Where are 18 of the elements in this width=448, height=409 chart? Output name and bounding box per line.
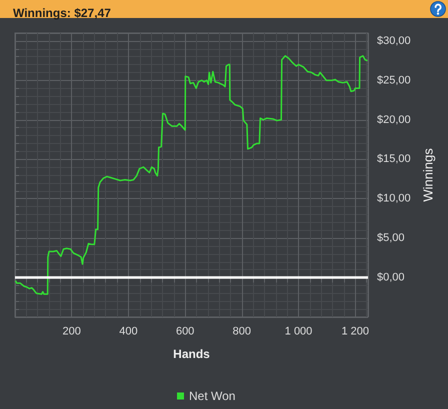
y-tick-label: $15,00 [377,153,411,166]
y-axis-title: Winnings [420,148,436,202]
y-tick-label: $5,00 [377,232,405,244]
x-tick-label: 1 000 [284,326,312,338]
y-tick-label: $20,00 [377,114,411,126]
x-tick-label: 200 [62,326,81,338]
legend-label: Net Won [189,389,236,403]
y-tick-label: $0,00 [377,272,405,284]
x-axis-title: Hands [173,347,210,361]
y-tick-label: $25,00 [377,74,411,86]
y-tick-label: $10,00 [377,192,411,205]
x-tick-label: 1 200 [341,326,370,338]
line-series [14,55,368,295]
x-tick-label: 600 [176,326,194,338]
y-tick-label: $30,00 [377,34,411,47]
x-tick-label: 400 [119,326,138,338]
x-tick-label: 800 [232,326,252,338]
chart-title: Winnings: $27,47 [13,6,112,20]
